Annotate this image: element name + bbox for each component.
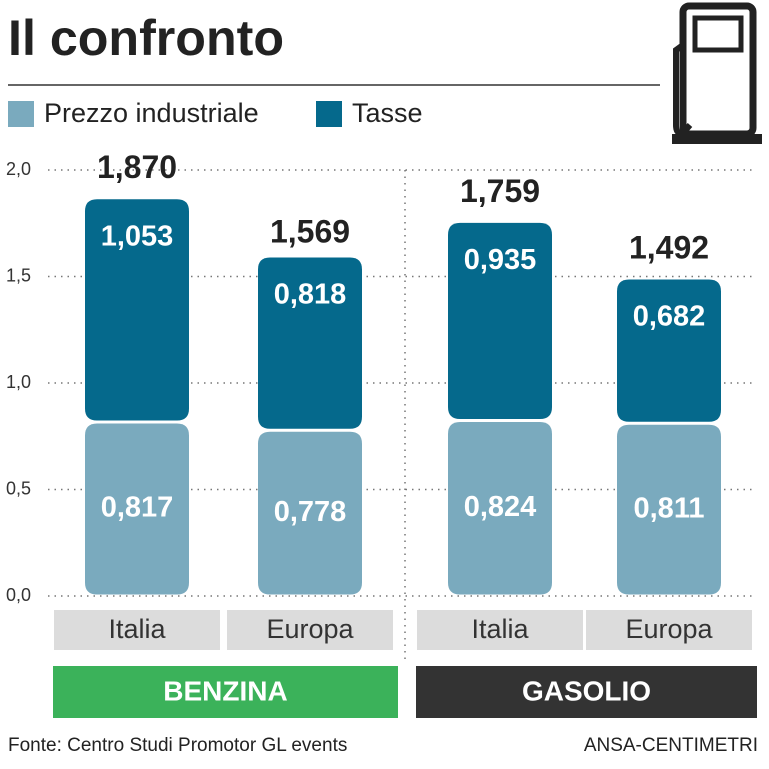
value-label: 0,811 (634, 492, 705, 524)
total-label: 1,492 (629, 230, 709, 266)
legend-swatch (8, 101, 34, 127)
value-label: 0,778 (274, 496, 347, 528)
value-label: 0,824 (464, 491, 537, 523)
bar-segment (448, 222, 552, 419)
x-tick-label: Italia (471, 614, 529, 644)
y-tick-label: 1,5 (6, 265, 31, 285)
group-label: BENZINA (163, 675, 287, 706)
source: Fonte: Centro Studi Promotor GL events (8, 735, 347, 756)
category-box (586, 610, 752, 650)
group-label: GASOLIO (522, 675, 651, 706)
category-box (417, 610, 583, 650)
category-box (227, 610, 393, 650)
group-band (53, 666, 398, 718)
x-tick-label: Europa (266, 614, 354, 644)
legend-swatch (316, 101, 342, 127)
value-label: 0,818 (274, 279, 347, 311)
group-band (416, 666, 757, 718)
bar-segment (258, 257, 362, 429)
legend-label: Tasse (352, 98, 423, 128)
bar-segment (85, 423, 189, 595)
legend-label: Prezzo industriale (44, 98, 259, 128)
bar-segment (617, 279, 721, 422)
value-label: 0,935 (464, 244, 537, 276)
chart-title: Il confronto (8, 10, 284, 66)
y-tick-label: 0,0 (6, 585, 31, 605)
total-label: 1,870 (97, 149, 177, 185)
y-tick-label: 1,0 (6, 372, 31, 392)
value-label: 0,817 (101, 492, 174, 524)
x-tick-label: Italia (108, 614, 166, 644)
value-label: 1,053 (101, 220, 174, 252)
value-label: 0,682 (633, 301, 706, 333)
y-tick-label: 0,5 (6, 478, 31, 498)
credit: ANSA-CENTIMETRI (584, 735, 758, 756)
x-tick-label: Europa (625, 614, 713, 644)
fuel-pump-icon (672, 2, 762, 144)
total-label: 1,569 (270, 213, 350, 249)
category-box (54, 610, 220, 650)
bar-segment (617, 424, 721, 595)
y-tick-label: 2,0 (6, 159, 31, 179)
total-label: 1,759 (460, 173, 540, 209)
bar-segment (448, 421, 552, 595)
bar-segment (258, 431, 362, 595)
bar-segment (85, 199, 189, 421)
